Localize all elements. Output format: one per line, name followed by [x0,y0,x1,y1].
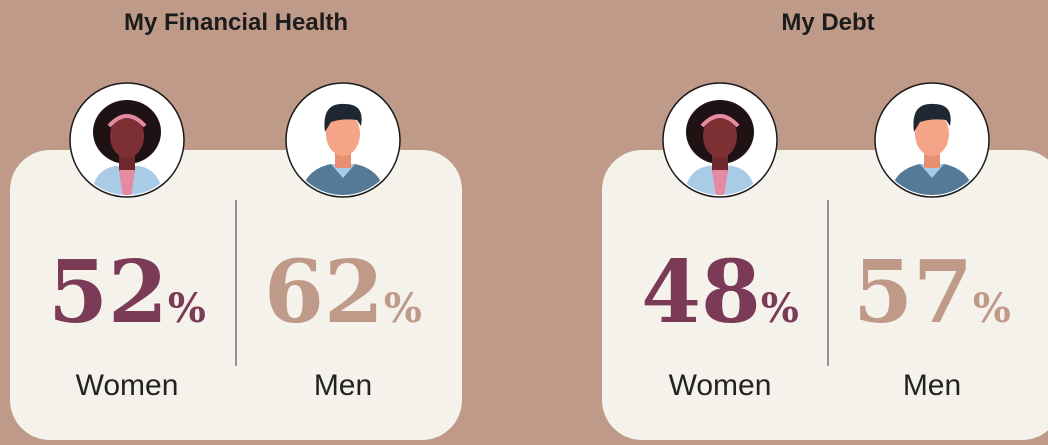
stat-value: 57 [853,242,973,343]
stat-label: Women [76,369,179,402]
panel-title: My Debt [781,9,874,36]
avatar-woman [663,83,777,197]
infographic: My Financial Health 52% Women 62% Men My Debt… [0,0,1048,445]
avatar-man [875,83,989,197]
stat-label: Men [903,369,961,402]
stat-label: Men [314,369,372,402]
stat-unit: % [168,285,206,332]
avatar-man [286,83,400,197]
stat-value: 48 [641,242,761,343]
panel-title: My Financial Health [124,9,348,36]
stat-unit: % [384,285,422,332]
stat-unit: % [973,285,1011,332]
avatar-figure [91,100,163,197]
avatar-woman [70,83,184,197]
stat-value: 62 [264,242,384,343]
stat-value: 52 [48,242,168,343]
stat-unit: % [761,285,799,332]
avatar-figure [684,100,756,197]
stat-label: Women [669,369,772,402]
